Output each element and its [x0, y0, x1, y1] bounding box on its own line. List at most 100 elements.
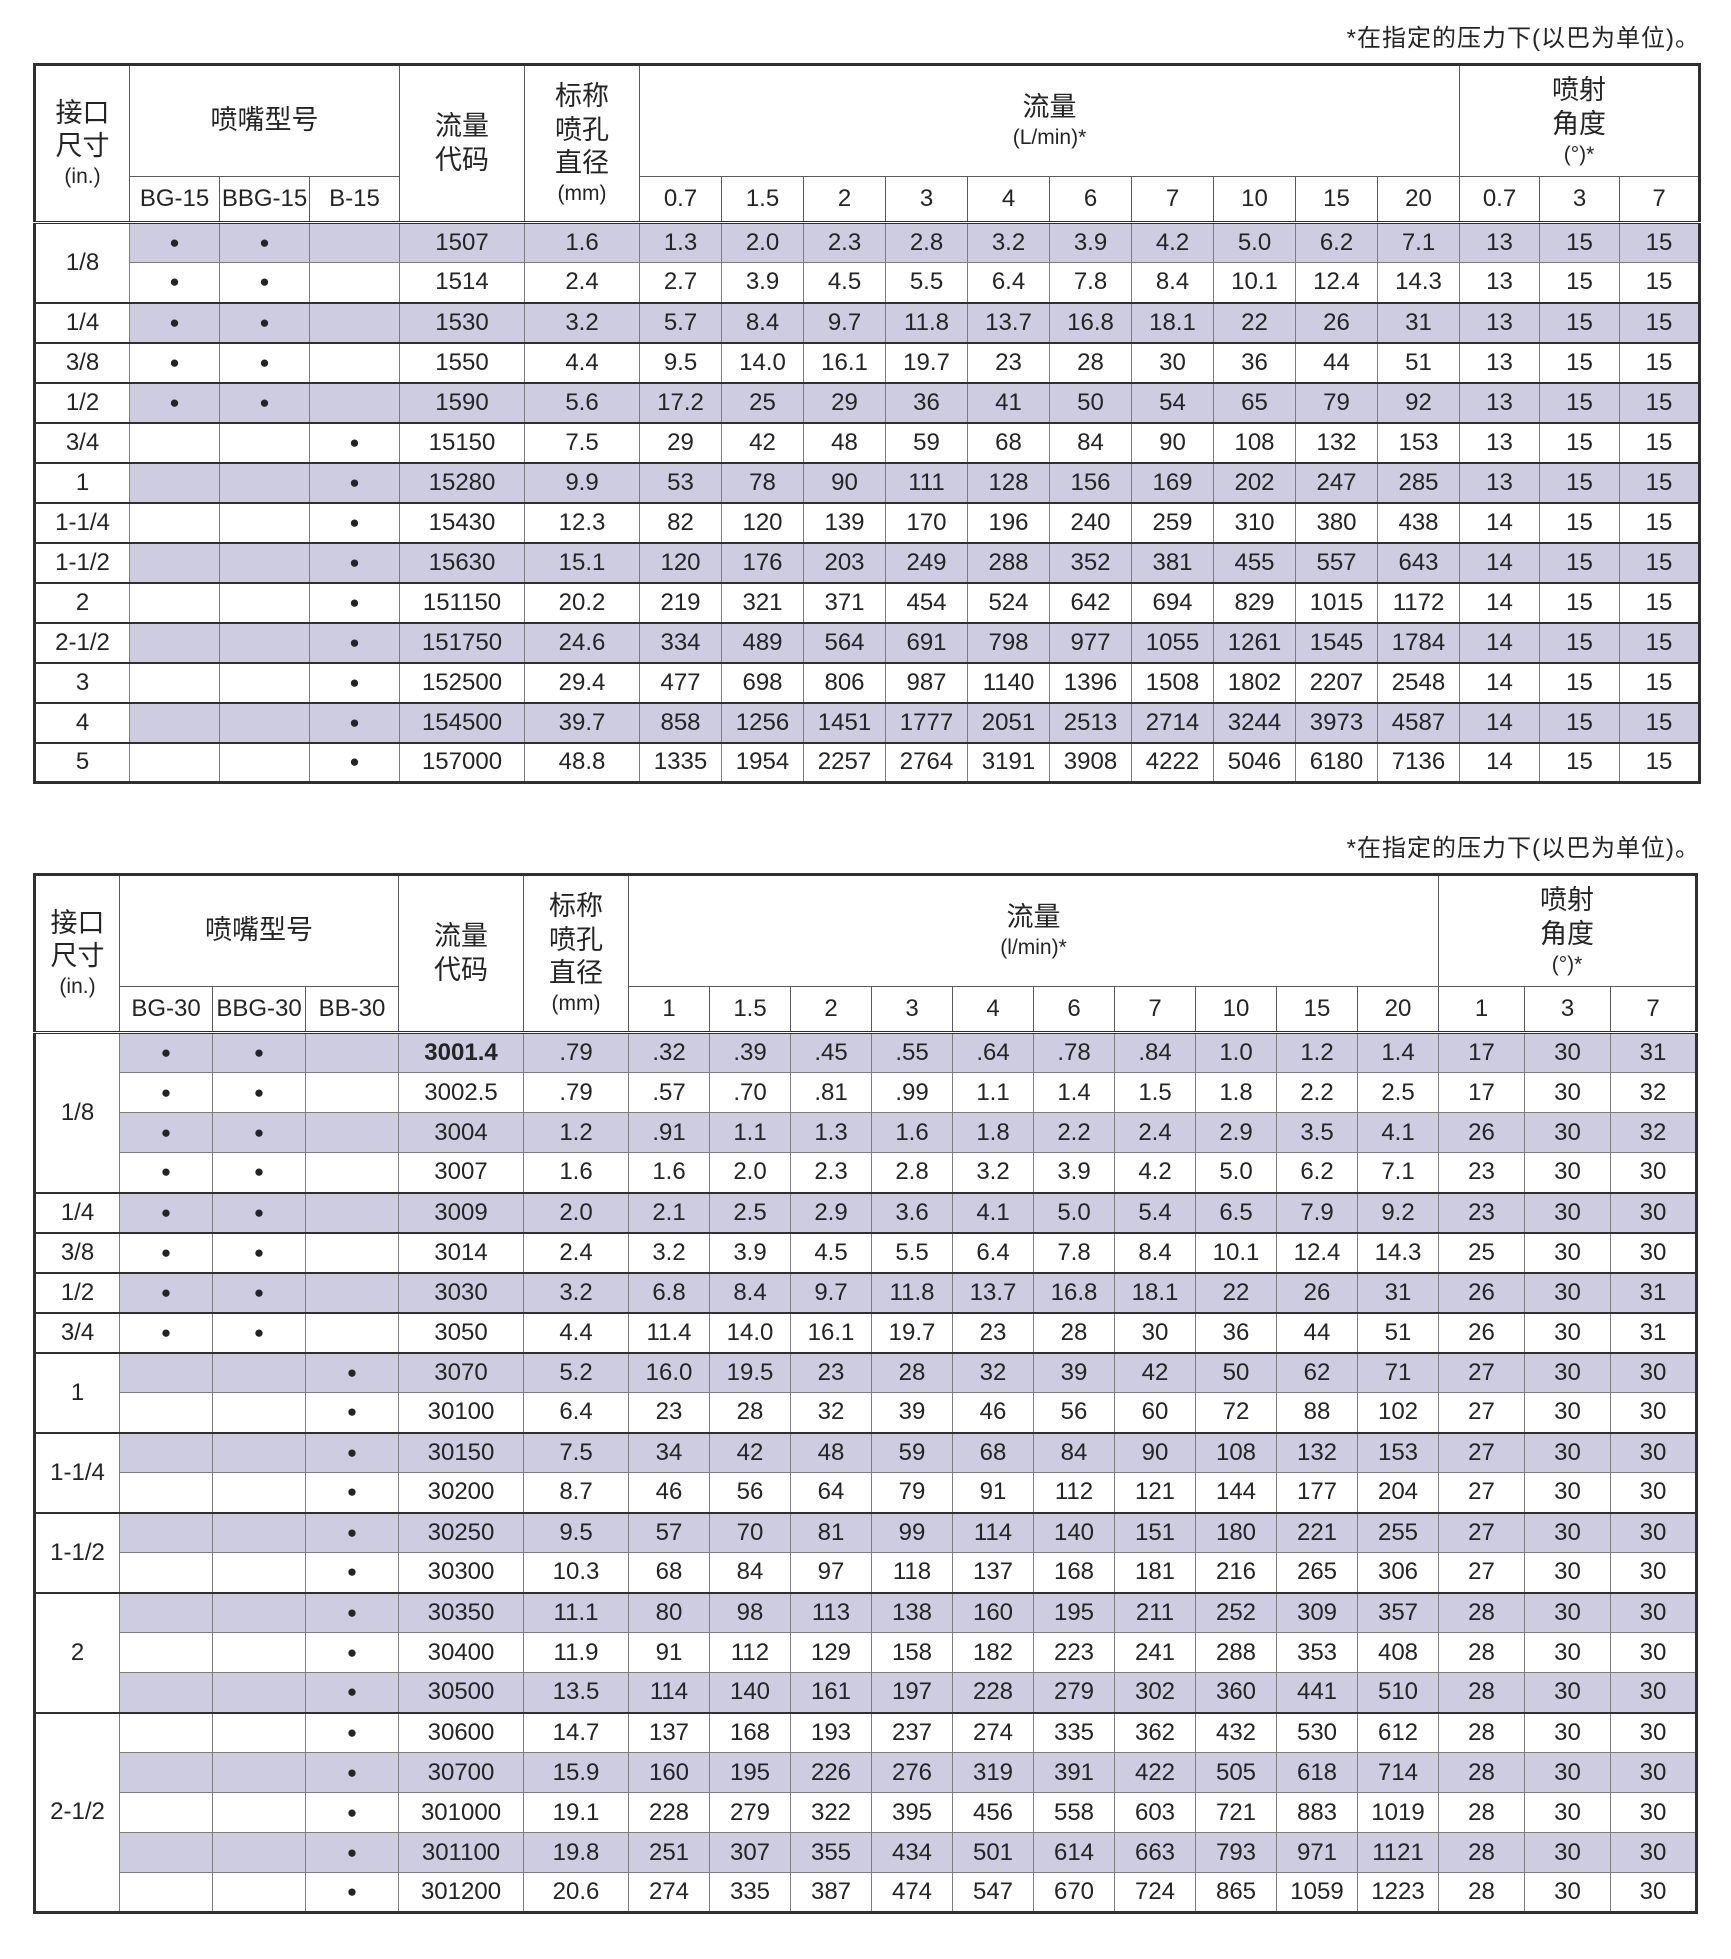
- table-row: 2-1/2 ● 151750 24.6 334 489 564 691 798 977 1055 12…: [34, 621, 1700, 663]
- flow-value-cell: 29: [639, 421, 722, 463]
- orifice-cell: 2.4: [523, 1231, 629, 1273]
- flow-value-cell: 971: [1276, 1832, 1358, 1873]
- flow-value-cell: 883: [1276, 1792, 1358, 1833]
- model-dot-cell: [309, 301, 400, 343]
- flow-value-cell: 14.3: [1377, 262, 1460, 303]
- angle-value-cell: 31: [1610, 1311, 1697, 1353]
- flow-value-cell: 68: [952, 1431, 1034, 1473]
- flow-value-cell: 7.1: [1357, 1152, 1439, 1193]
- flow-value-cell: 57: [628, 1511, 710, 1553]
- header-line: 喷射: [1552, 75, 1606, 106]
- flow-value-cell: 151: [1114, 1511, 1196, 1553]
- angle-value-cell: 15: [1539, 581, 1620, 623]
- flow-value-cell: 2.3: [790, 1152, 872, 1193]
- flow-value-cell: 36: [1195, 1311, 1277, 1353]
- flow-code-cell: 3014: [398, 1231, 524, 1273]
- flow-value-cell: 140: [709, 1672, 791, 1713]
- flow-value-cell: 2.0: [721, 221, 804, 263]
- flow-value-cell: 193: [790, 1711, 872, 1753]
- flow-value-cell: 2513: [1049, 701, 1132, 743]
- flow-code-cell: 15630: [399, 541, 525, 583]
- flow-code-cell: 157000: [399, 741, 525, 783]
- angle-value-cell: 30: [1524, 1872, 1611, 1913]
- model-dot-cell: [129, 421, 220, 463]
- orifice-cell: 48.8: [524, 741, 640, 783]
- size-cell: 2-1/2: [34, 1711, 120, 1913]
- table-row: 4 ● 154500 39.7 858 1256 1451 1777 2051 2513 2714 3…: [34, 701, 1700, 743]
- table-row: 2 ● 30350 11.1 80 98 113 138 160 195 211 252 309 357 2…: [34, 1591, 1697, 1713]
- flow-value-cell: 2.1: [628, 1191, 710, 1233]
- flow-value-cell: 137: [628, 1711, 710, 1753]
- header-line: (mm): [557, 182, 607, 205]
- header-flow-group: 流量 (l/min)*: [628, 874, 1439, 987]
- flow-value-cell: 309: [1276, 1591, 1358, 1633]
- header-line: 接口: [55, 97, 110, 128]
- flow-value-cell: 158: [871, 1632, 953, 1673]
- flow-value-cell: 422: [1114, 1752, 1196, 1793]
- flow-value-cell: 335: [1033, 1711, 1115, 1753]
- flow-value-cell: 28: [1033, 1311, 1115, 1353]
- flow-value-cell: 168: [709, 1711, 791, 1753]
- flow-value-cell: 8.4: [1131, 262, 1214, 303]
- model-dot-cell: [212, 1632, 306, 1673]
- model-dot-cell: ●: [212, 1231, 306, 1273]
- flow-value-cell: 288: [1195, 1632, 1277, 1673]
- flow-value-cell: 144: [1195, 1472, 1277, 1513]
- angle-value-cell: 30: [1524, 1231, 1611, 1273]
- angle-value-cell: 30: [1524, 1191, 1611, 1233]
- angle-value-cell: 14: [1459, 541, 1540, 583]
- angle-value-cell: 28: [1438, 1832, 1525, 1873]
- flow-value-cell: 120: [721, 501, 804, 543]
- flow-value-cell: 13.7: [967, 301, 1050, 343]
- angle-value-cell: 27: [1438, 1392, 1525, 1433]
- orifice-cell: 20.6: [523, 1872, 629, 1913]
- flow-value-cell: .70: [709, 1072, 791, 1113]
- flow-value-cell: 195: [1033, 1591, 1115, 1633]
- model-dot-cell: ●: [305, 1832, 399, 1873]
- flow-value-cell: 170: [885, 501, 968, 543]
- flow-value-cell: 226: [790, 1752, 872, 1793]
- flow-value-cell: 1261: [1213, 621, 1296, 663]
- header-flow-pressure: 2: [790, 986, 872, 1033]
- flow-value-cell: 5.5: [885, 262, 968, 303]
- flow-value-cell: 108: [1213, 421, 1296, 463]
- flow-value-cell: 18.1: [1131, 301, 1214, 343]
- flow-value-cell: 1059: [1276, 1872, 1358, 1913]
- flow-value-cell: 25: [721, 381, 804, 423]
- flow-value-cell: 111: [885, 461, 968, 503]
- model-dot-cell: ●: [129, 221, 220, 263]
- flow-value-cell: 1.2: [1276, 1031, 1358, 1073]
- model-dot-cell: [119, 1792, 213, 1833]
- flow-value-cell: 29: [803, 381, 886, 423]
- table-row: 1/2 ● ● 3030 3.2 6.8 8.4 9.7 11.8 13.7 16.8 18.1 22 2…: [34, 1271, 1697, 1313]
- angle-value-cell: 15: [1539, 262, 1620, 303]
- flow-value-cell: 90: [1131, 421, 1214, 463]
- size-cell: 1/4: [34, 301, 130, 343]
- angle-value-cell: 30: [1524, 1031, 1611, 1073]
- table-row: 2 ● 151150 20.2 219 321 371 454 524 642 694 829 1015…: [34, 581, 1700, 623]
- flow-value-cell: 9.5: [639, 341, 722, 383]
- angle-value-cell: 30: [1524, 1072, 1611, 1113]
- flow-value-cell: 19.5: [709, 1351, 791, 1393]
- model-dot-cell: [305, 1231, 399, 1273]
- flow-value-cell: 1140: [967, 661, 1050, 703]
- flow-value-cell: 501: [952, 1832, 1034, 1873]
- size-cell: 1/8: [34, 1031, 120, 1193]
- header-line: 角度: [1540, 918, 1594, 949]
- flow-value-cell: 88: [1276, 1392, 1358, 1433]
- header-flow-pressure: 4: [952, 986, 1034, 1033]
- flow-value-cell: 2764: [885, 741, 968, 783]
- flow-value-cell: 241: [1114, 1632, 1196, 1673]
- flow-value-cell: 176: [721, 541, 804, 583]
- flow-value-cell: 6.4: [952, 1231, 1034, 1273]
- flow-value-cell: 16.1: [803, 341, 886, 383]
- model-dot-cell: [119, 1711, 213, 1753]
- size-cell: 3/4: [34, 1311, 120, 1353]
- flow-value-cell: .45: [790, 1031, 872, 1073]
- flow-value-cell: 228: [952, 1672, 1034, 1713]
- flow-value-cell: 16.8: [1049, 301, 1132, 343]
- flow-value-cell: 2.3: [803, 221, 886, 263]
- flow-value-cell: 319: [952, 1752, 1034, 1793]
- model-dot-cell: ●: [219, 341, 310, 383]
- header-orifice-diameter: 标称 喷孔 直径 (mm): [524, 64, 640, 223]
